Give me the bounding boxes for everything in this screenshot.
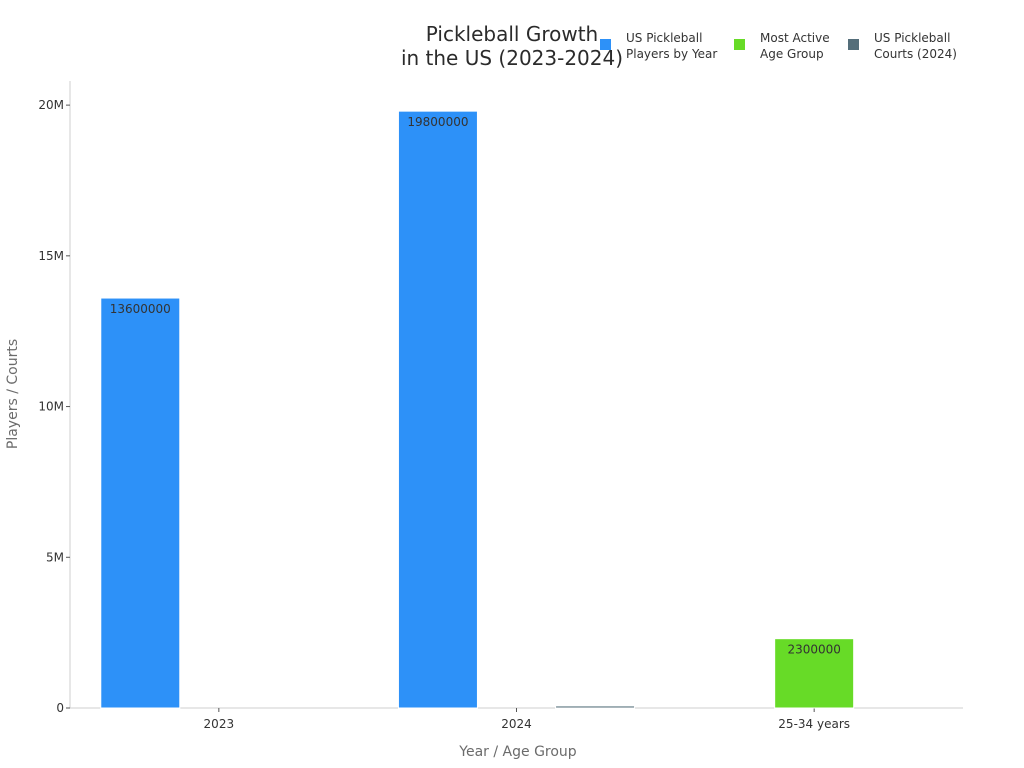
bar[interactable]	[100, 297, 181, 709]
x-tick-label: 2023	[204, 717, 235, 731]
y-tick-label: 10M	[38, 400, 64, 414]
y-tick-label: 0	[56, 701, 64, 715]
legend-label-players[interactable]: US Pickleball Players by Year	[626, 31, 718, 61]
legend-label-age-group[interactable]: Most Active Age Group	[760, 31, 830, 61]
y-axis-label: Players / Courts	[5, 339, 21, 449]
chart-title-line-2: in the US (2023-2024)	[400, 46, 624, 70]
x-tick-label: 2024	[501, 717, 532, 731]
x-axis-label: Year / Age Group	[458, 744, 577, 760]
legend-swatch-courts[interactable]	[848, 39, 859, 50]
chart-title-line-1: Pickleball Growth	[425, 22, 599, 46]
bar[interactable]	[774, 638, 855, 709]
bar[interactable]	[555, 705, 636, 709]
legend-label-courts[interactable]: US Pickleball Courts (2024)	[874, 31, 957, 61]
bar-value-label: 2300000	[787, 643, 840, 657]
legend-swatch-age-group[interactable]	[734, 39, 745, 50]
x-tick-label: 25-34 years	[778, 717, 850, 731]
bar-value-label: 19800000	[407, 115, 468, 129]
y-tick-label: 20M	[38, 98, 64, 112]
chart-title: Pickleball Growth in the US (2023-2024)	[352, 22, 672, 70]
bar-value-label: 13600000	[110, 302, 171, 316]
bar[interactable]	[397, 110, 478, 709]
y-tick-label: 5M	[46, 550, 64, 564]
legend-swatch-players[interactable]	[600, 39, 611, 50]
y-tick-label: 15M	[38, 249, 64, 263]
